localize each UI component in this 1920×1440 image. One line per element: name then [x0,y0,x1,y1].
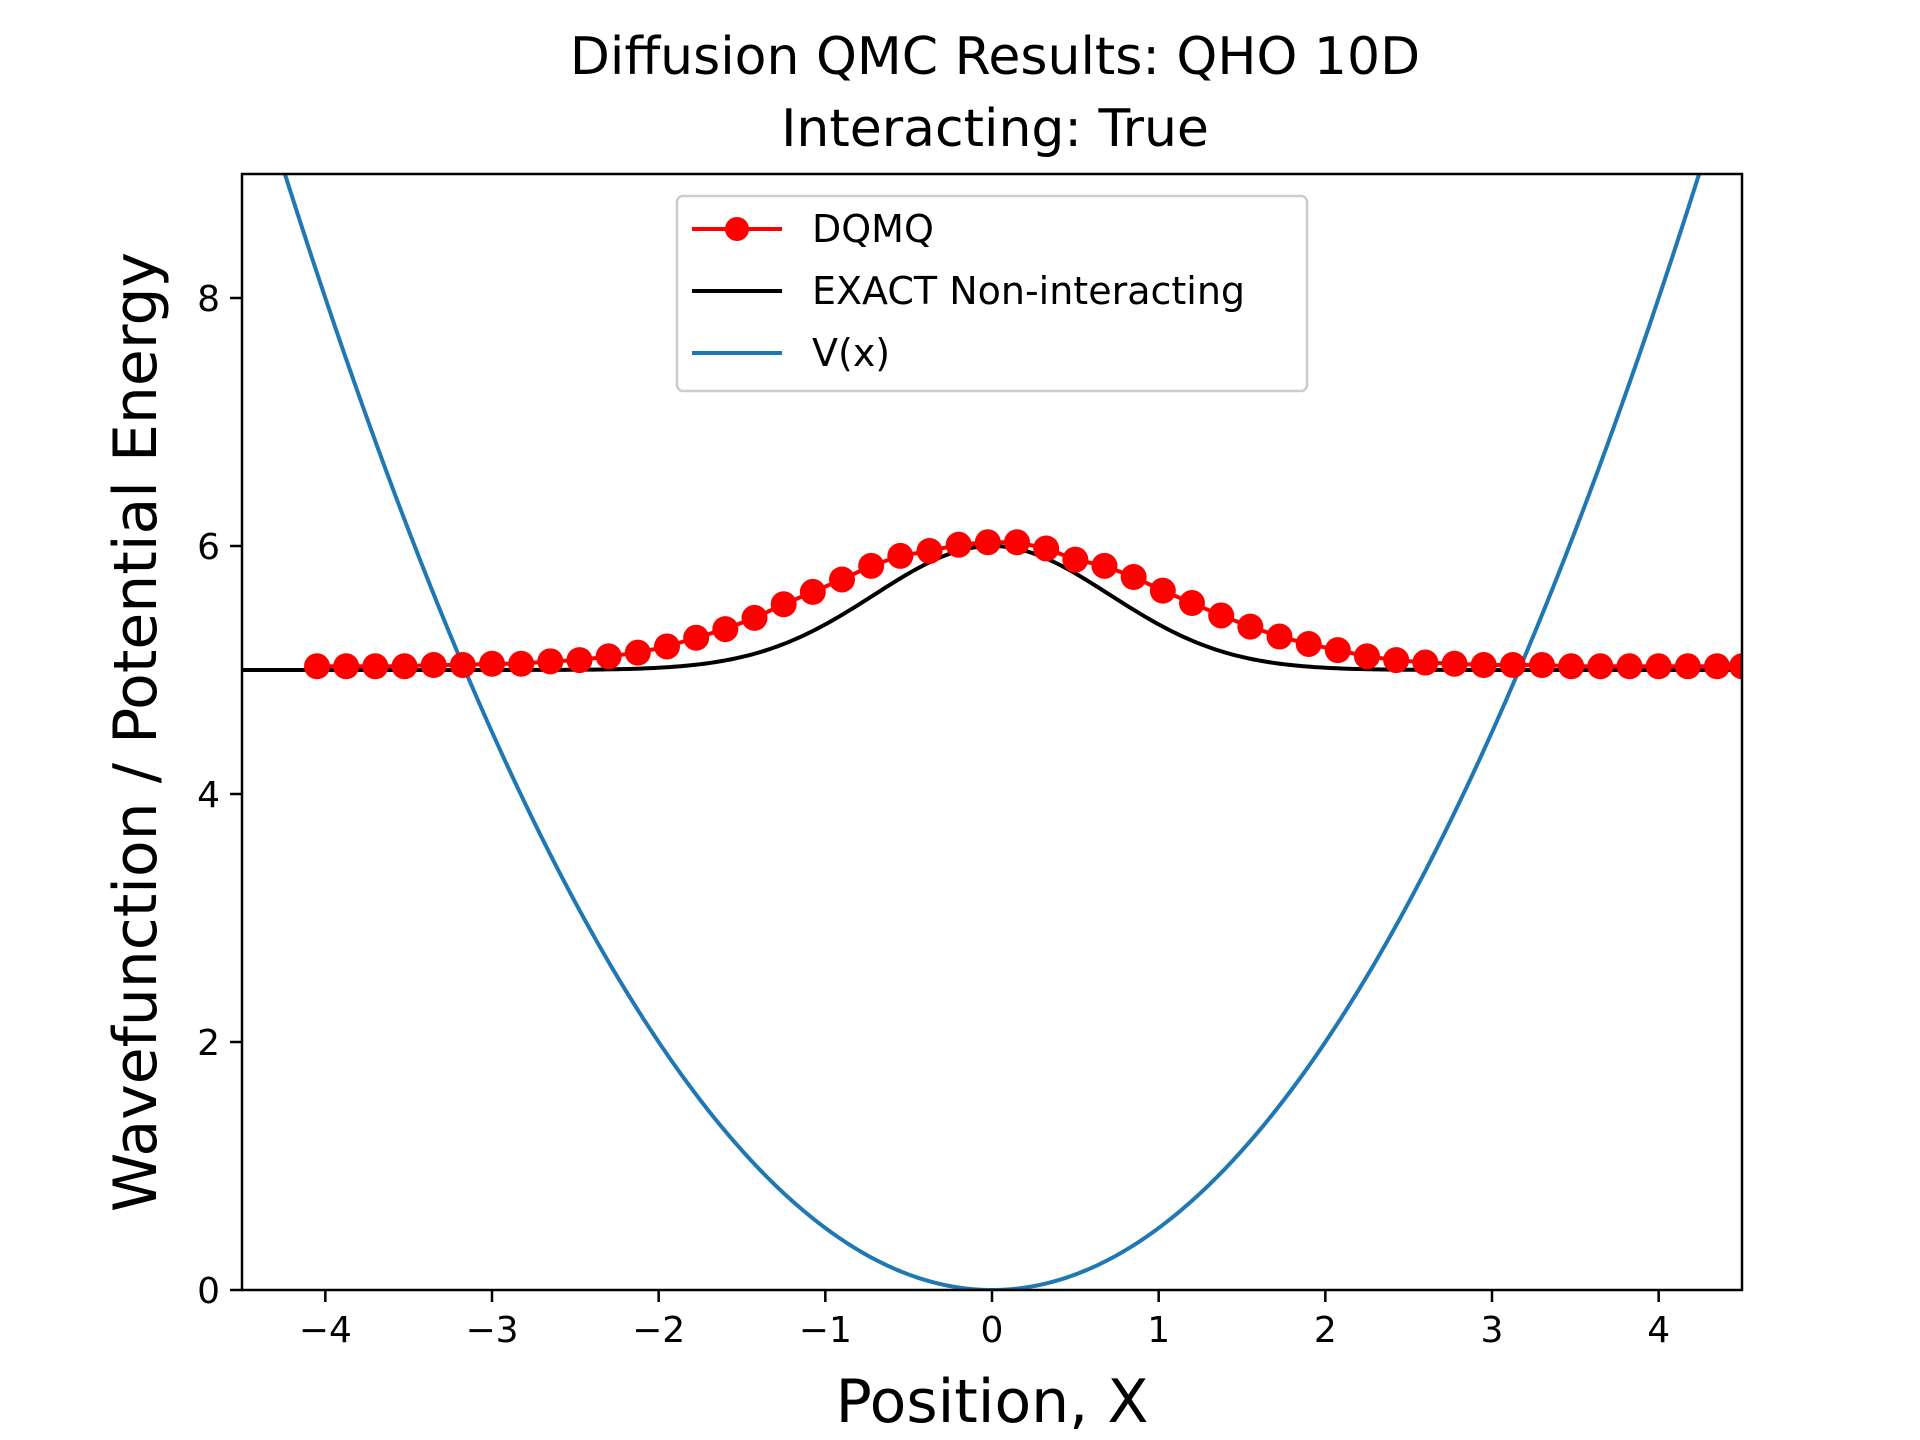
x-tick-label: −4 [299,1310,352,1351]
dqmq-point [829,566,855,593]
dqmq-point [1004,529,1030,556]
dqmq-point [566,647,593,674]
legend-label-dqmq: DQMQ [812,207,934,251]
dqmq-point [1179,590,1205,617]
legend-box [675,194,1309,393]
dqmq-point [537,648,564,675]
dqmq-point [654,633,680,660]
dqmq-point [858,552,885,579]
dqmq-point [1470,652,1497,679]
legend-marker-dqmq [725,217,749,241]
dqmq-point [1149,577,1176,604]
y-tick-label: 6 [197,527,220,568]
dqmq-point [595,643,622,670]
dqmq-point [1674,653,1701,680]
dqmq-point [1704,653,1730,680]
y-tick-label: 2 [197,1023,220,1064]
x-tick-label: −1 [799,1310,852,1351]
chart-title: Diffusion QMC Results: QHO 10D [570,27,1420,87]
dqmq-point [974,529,1001,556]
legend-label-vx: V(x) [812,331,890,375]
dqmq-point [1295,630,1322,657]
dqmq-point [1441,650,1468,677]
legend: DQMQ EXACT Non-interacting V(x) [675,194,1309,393]
dqmq-point [508,650,535,677]
dqmq-point [1324,637,1351,664]
dqmq-point [1499,652,1526,679]
dqmq-point [624,639,651,666]
series-line-vx [282,174,1702,1290]
dqmq-point [741,604,768,631]
legend-label-exact-non-interacting: EXACT Non-interacting [812,269,1245,313]
x-tick-label: 2 [1314,1310,1337,1351]
plot-area [242,174,1742,1290]
dqmq-point [420,652,447,679]
dqmq-point [391,653,418,680]
x-axis-label: Position, X [836,1367,1149,1437]
y-tick-label: 4 [197,775,220,816]
dqmq-point [449,652,476,679]
y-tick-label: 0 [197,1271,220,1312]
x-tick-label: 3 [1481,1310,1504,1351]
dqmq-point [1412,649,1439,676]
y-tick-label: 8 [197,279,220,320]
dqmq-point [1354,643,1380,670]
dqmq-point [887,542,914,569]
dqmq-point [1237,613,1264,640]
y-axis-label: Wavefunction / Potential Energy [101,252,171,1212]
chart-subtitle: Interacting: True [781,99,1209,159]
dqmq-point [945,531,972,558]
dqmq-point [1120,564,1147,590]
dqmq-point [1729,653,1742,680]
dqmq-point [1529,652,1555,679]
x-axis-ticks: −4 −3 −2 −1 0 1 2 3 4 [299,1290,1670,1351]
dqmq-point [1208,602,1235,629]
dqmq-point [1062,546,1089,573]
dqmq-point [1266,623,1293,650]
dqmq-point [916,537,943,564]
dqmq-point [1033,535,1060,562]
dqmq-point [304,653,330,680]
x-tick-label: 0 [981,1310,1004,1351]
y-axis-ticks: 0 2 4 6 8 [197,279,242,1312]
dqmq-point [1587,653,1614,680]
dqmq-point [712,616,739,643]
x-tick-label: −2 [632,1310,685,1351]
dqmq-point [333,653,360,680]
dqmq-point [362,653,389,680]
dqmq-point [799,578,826,605]
dqmq-point [770,591,797,618]
x-tick-label: −3 [465,1310,518,1351]
dqmq-point [1645,653,1672,680]
dqmq-point [1616,653,1643,680]
dqmq-point [1383,647,1410,674]
dqmq-point [1091,552,1118,579]
dqmq-point [479,650,505,677]
series-markers-dqmq [304,529,1742,680]
x-tick-label: 1 [1147,1310,1170,1351]
x-tick-label: 4 [1647,1310,1670,1351]
dqmq-point [1558,653,1585,680]
dqmq-point [683,624,710,651]
